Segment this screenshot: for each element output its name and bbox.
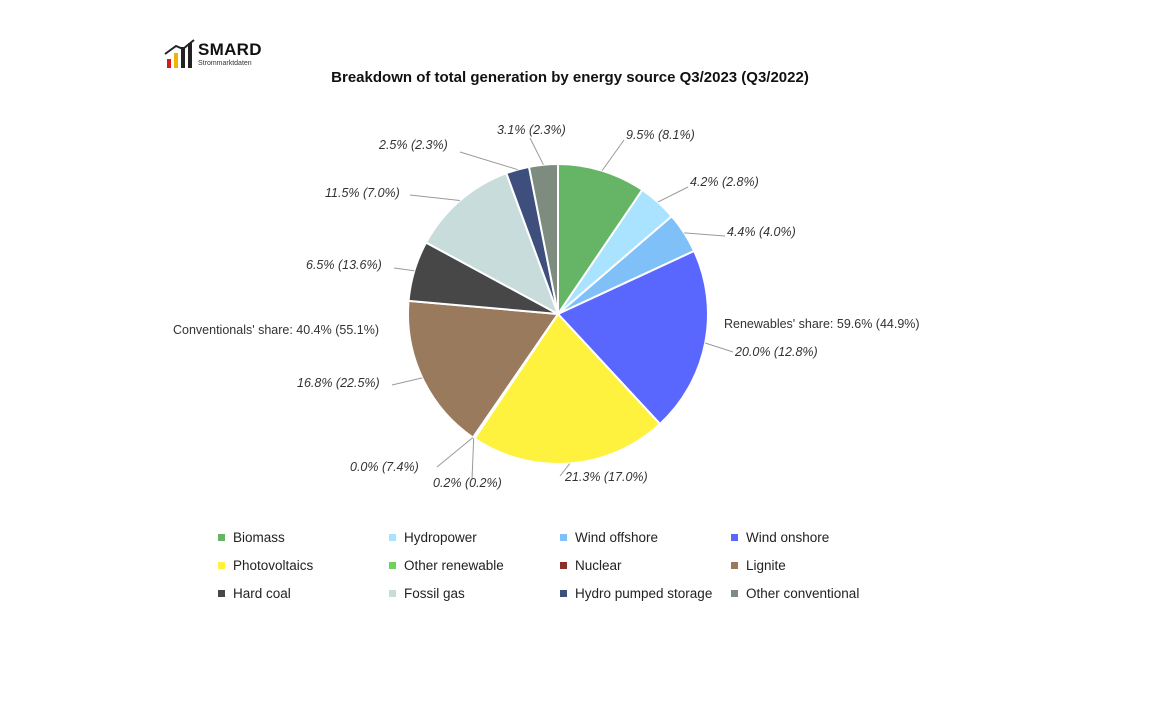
logo-subtitle: Strommarktdaten (198, 60, 252, 67)
leader-line-wind-offshore (684, 232, 726, 237)
data-label-hydro-pumped-storage: 2.5% (2.3%) (378, 138, 448, 152)
data-label-lignite: 16.8% (22.5%) (297, 376, 380, 390)
legend-swatch (389, 533, 396, 541)
legend-label: Wind onshore (746, 530, 830, 545)
pie-slice-wind-onshore (556, 249, 709, 426)
legend-item-nuclear: Nuclear (560, 558, 622, 573)
legend-swatch (731, 533, 738, 541)
leader-line-hydro-pumped-storage (459, 151, 518, 171)
legend-label: Other conventional (746, 586, 860, 601)
data-label-nuclear: 0.0% (7.4%) (350, 460, 419, 474)
legend-item-other-renewable: Other renewable (389, 558, 504, 573)
legend-label: Wind offshore (575, 530, 659, 545)
data-label-fossil-gas: 11.5% (7.0%) (325, 186, 400, 200)
leader-line-other-renewable (471, 438, 475, 481)
pie-slice-photovoltaics (473, 312, 662, 465)
legend-item-photovoltaics: Photovoltaics (218, 558, 313, 573)
legend-item-hydropower: Hydropower (389, 530, 477, 545)
smard-logo (164, 39, 195, 68)
legend-swatch (389, 561, 396, 569)
legend-swatch (218, 589, 225, 597)
legend-label: Biomass (233, 530, 285, 545)
leader-line-lignite (391, 377, 423, 386)
legend-label: Hydropower (404, 530, 477, 545)
legend-swatch (731, 561, 738, 569)
legend-item-other-conventional: Other conventional (731, 586, 859, 601)
leader-line-biomass (601, 139, 625, 171)
legend-swatch (560, 589, 567, 597)
data-label-photovoltaics: 21.3% (17.0%) (564, 470, 648, 484)
legend-swatch (218, 561, 225, 569)
legend-item-wind-onshore: Wind onshore (731, 530, 829, 545)
legend-item-hard-coal: Hard coal (218, 586, 291, 601)
pie-slice-lignite (407, 299, 560, 439)
legend-swatch (389, 589, 396, 597)
data-labels: 9.5% (8.1%) 4.2% (2.8%) 4.4% (4.0%) 20.0% (… (297, 123, 818, 490)
legend-item-biomass: Biomass (218, 530, 285, 545)
leader-lines (391, 137, 734, 481)
conventionals-share-annotation: Conventionals' share: 40.4% (55.1%) (173, 323, 379, 337)
pie-chart: 9.5% (8.1%) 4.2% (2.8%) 4.4% (4.0%) 20.0% (… (173, 123, 920, 490)
legend-label: Hydro pumped storage (575, 586, 713, 601)
legend-item-hydro-pumped-storage: Hydro pumped storage (560, 586, 712, 601)
leader-line-fossil-gas (409, 194, 460, 202)
logo-title: SMARD (198, 40, 262, 59)
legend-item-lignite: Lignite (731, 558, 786, 573)
leader-line-photovoltaics (559, 463, 571, 477)
renewables-share-annotation: Renewables' share: 59.6% (44.9%) (724, 317, 920, 331)
data-label-wind-offshore: 4.4% (4.0%) (727, 225, 796, 239)
legend-label: Photovoltaics (233, 558, 314, 573)
data-label-biomass: 9.5% (8.1%) (626, 128, 695, 142)
pie-slices (407, 162, 709, 465)
legend-swatch (731, 589, 738, 597)
legend-label: Fossil gas (404, 586, 465, 601)
leader-line-other-conventional (529, 137, 544, 165)
legend-item-wind-offshore: Wind offshore (560, 530, 658, 545)
pie-slice-fossil-gas (424, 171, 560, 317)
legend-label: Nuclear (575, 558, 622, 573)
data-label-hydropower: 4.2% (2.8%) (690, 175, 759, 189)
legend-label: Hard coal (233, 586, 291, 601)
legend-label: Other renewable (404, 558, 504, 573)
legend-item-fossil-gas: Fossil gas (389, 586, 465, 601)
legend-label: Lignite (746, 558, 786, 573)
leader-line-hard-coal (393, 267, 415, 272)
data-label-other-renewable: 0.2% (0.2%) (433, 476, 502, 490)
smard-logo-mark (164, 39, 195, 68)
legend-swatch (560, 561, 567, 569)
chart-title: Breakdown of total generation by energy … (331, 69, 809, 86)
leader-line-wind-onshore (705, 342, 734, 353)
leader-line-nuclear (436, 437, 474, 468)
data-label-hard-coal: 6.5% (13.6%) (306, 258, 382, 272)
data-label-wind-onshore: 20.0% (12.8%) (734, 345, 818, 359)
leader-line-hydropower (657, 186, 689, 203)
data-label-other-conventional: 3.1% (2.3%) (497, 123, 566, 137)
legend-swatch (560, 533, 567, 541)
legend-swatch (218, 533, 225, 541)
pie-slice-biomass (557, 162, 644, 318)
